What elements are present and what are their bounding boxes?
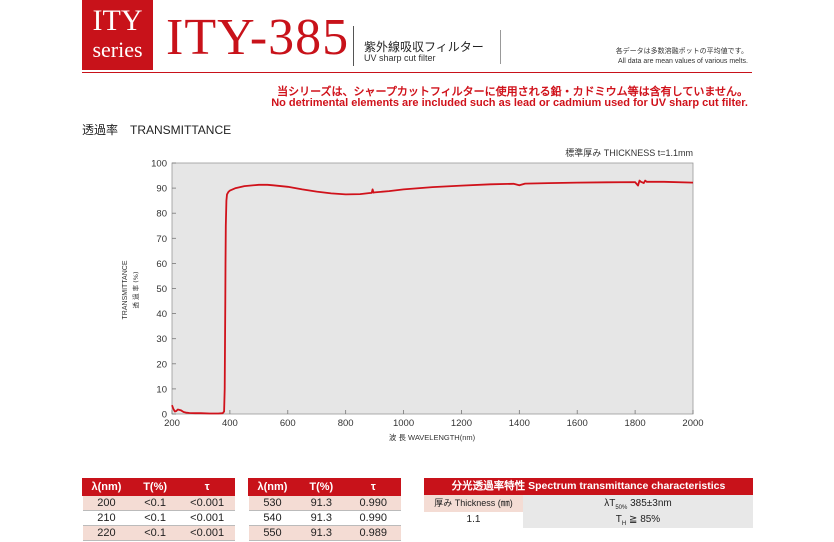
thickness-value: 1.1 xyxy=(466,514,481,525)
series-group xyxy=(171,179,694,415)
spec-row-1: 厚み Thickness (㎜) λT50% 385±3nm xyxy=(424,495,753,512)
section-title-jp: 透過率 xyxy=(82,123,119,137)
y-tick-label: 10 xyxy=(156,384,167,395)
y-tick-label: 20 xyxy=(156,359,167,370)
y-tick-label: 0 xyxy=(162,410,167,421)
model-title: ITY-385 xyxy=(166,9,350,66)
cell: <0.1 xyxy=(130,510,180,526)
y-tick-label: 80 xyxy=(156,209,167,220)
cell: 530 xyxy=(248,495,297,511)
data-note-en: All data are mean values of various melt… xyxy=(618,58,748,65)
x-axis: 200 400 600 800 1000 1200 1400 1600 1800 2000 xyxy=(164,410,704,429)
y-tick-label: 30 xyxy=(156,334,167,345)
col-header-wavelength: λ(nm) xyxy=(248,478,297,496)
cell: 0.989 xyxy=(346,525,401,541)
x-tick-label: 800 xyxy=(338,418,354,429)
cell: 0.990 xyxy=(346,510,401,526)
x-tick-label: 1200 xyxy=(451,418,472,429)
table-header-row: λ(nm) T(%) τ xyxy=(248,478,402,496)
table-row: 220 <0.1 <0.001 xyxy=(82,525,235,541)
y-axis: 0 10 20 30 40 50 60 70 80 90 100 xyxy=(151,159,176,421)
th-subscript: H xyxy=(621,521,627,527)
th-label: T xyxy=(615,514,622,525)
cell: <0.1 xyxy=(130,525,180,541)
table-row: 210 <0.1 <0.001 xyxy=(82,510,235,526)
x-tick-label: 1600 xyxy=(567,418,588,429)
cell: <0.001 xyxy=(179,495,235,511)
y-tick-label: 100 xyxy=(151,159,167,170)
spectrum-characteristics-table: 分光透過率特性 Spectrum transmittance character… xyxy=(424,478,753,528)
header-divider-right xyxy=(500,30,501,64)
data-table-2: λ(nm) T(%) τ 530 91.3 0.990 540 91.3 0.990 5… xyxy=(248,478,402,541)
cell: 540 xyxy=(248,510,297,526)
table-row: 550 91.3 0.989 xyxy=(248,525,401,541)
col-header-transmittance: T(%) xyxy=(129,478,181,496)
lambda-subscript: 50% xyxy=(615,505,628,511)
x-tick-label: 200 xyxy=(164,418,180,429)
spec-title-jp: 分光透過率特性 xyxy=(451,480,526,492)
col-header-tau: τ xyxy=(345,478,402,496)
col-header-wavelength: λ(nm) xyxy=(82,478,131,496)
cell: 210 xyxy=(82,510,131,526)
y-axis-label-jp: 透 過 率 (%) xyxy=(131,272,140,309)
y-tick-label: 50 xyxy=(156,284,167,295)
spec-title-en: Spectrum transmittance characteristics xyxy=(528,480,726,492)
data-note-jp: 各データは多数溶融ポットの平均値です。 xyxy=(615,48,748,55)
cell: 550 xyxy=(248,525,297,541)
cell: 91.3 xyxy=(296,510,347,526)
y-tick-label: 70 xyxy=(156,234,167,245)
x-tick-label: 1000 xyxy=(393,418,414,429)
header-divider xyxy=(353,26,354,66)
x-tick-label: 600 xyxy=(280,418,296,429)
th-value: ≧ 85% xyxy=(629,514,661,525)
x-axis-label: 波 長 WAVELENGTH(nm) xyxy=(389,432,476,442)
cell: 91.3 xyxy=(296,525,347,541)
product-name-en: UV sharp cut filter xyxy=(364,53,436,63)
data-table-1: λ(nm) T(%) τ 200 <0.1 <0.001 210 <0.1 <0.001… xyxy=(82,478,235,541)
table-row: 530 91.3 0.990 xyxy=(248,495,401,511)
cell: <0.1 xyxy=(130,495,180,511)
table-header-row: λ(nm) T(%) τ xyxy=(82,478,235,496)
section-title: 透過率 TRANSMITTANCE xyxy=(82,121,231,138)
col-header-tau: τ xyxy=(179,478,235,496)
col-header-transmittance: T(%) xyxy=(296,478,347,496)
spec-header: 分光透過率特性 Spectrum transmittance character… xyxy=(424,478,753,495)
series-badge-label: series xyxy=(92,37,143,62)
series-badge: ITY series xyxy=(82,0,153,70)
spec-row-2: 1.1 TH ≧ 85% xyxy=(424,512,753,528)
section-title-en: TRANSMITTANCE xyxy=(130,123,232,137)
product-name-jp: 紫外線吸収フィルター xyxy=(364,40,484,54)
table-row: 540 91.3 0.990 xyxy=(248,510,401,526)
cell: 220 xyxy=(82,525,131,541)
cell: <0.001 xyxy=(179,525,235,541)
th-cell: TH ≧ 85% xyxy=(523,512,753,528)
x-tick-label: 400 xyxy=(222,418,238,429)
plot-area xyxy=(171,162,694,415)
cell: 0.990 xyxy=(346,495,401,511)
thickness-label: 厚み Thickness (㎜) xyxy=(424,495,523,512)
cell: 91.3 xyxy=(296,495,347,511)
lambda-t50-cell: λT50% 385±3nm xyxy=(523,495,753,512)
warning-jp: 当シリーズは、シャープカットフィルターに使用される鉛・カドミウム等は含有していま… xyxy=(277,86,748,98)
table-row: 200 <0.1 <0.001 xyxy=(82,495,235,511)
thickness-annotation: 標準厚み THICKNESS t=1.1mm xyxy=(565,147,693,158)
x-tick-label: 1800 xyxy=(625,418,646,429)
y-tick-label: 90 xyxy=(156,184,167,195)
y-tick-label: 40 xyxy=(156,309,167,320)
series-badge-name: ITY xyxy=(92,4,143,37)
y-tick-label: 60 xyxy=(156,259,167,270)
x-tick-label: 1400 xyxy=(509,418,530,429)
cell: <0.001 xyxy=(179,510,235,526)
cell: 200 xyxy=(82,495,131,511)
lambda-label: λT xyxy=(604,498,616,509)
header-rule xyxy=(82,72,752,73)
warning-en: No detrimental elements are included suc… xyxy=(271,97,748,109)
y-axis-label-en: TRANSMITTANCE xyxy=(122,260,129,319)
lambda-value: 385±3nm xyxy=(630,498,672,509)
transmittance-line xyxy=(171,179,694,415)
x-tick-label: 2000 xyxy=(682,418,703,429)
